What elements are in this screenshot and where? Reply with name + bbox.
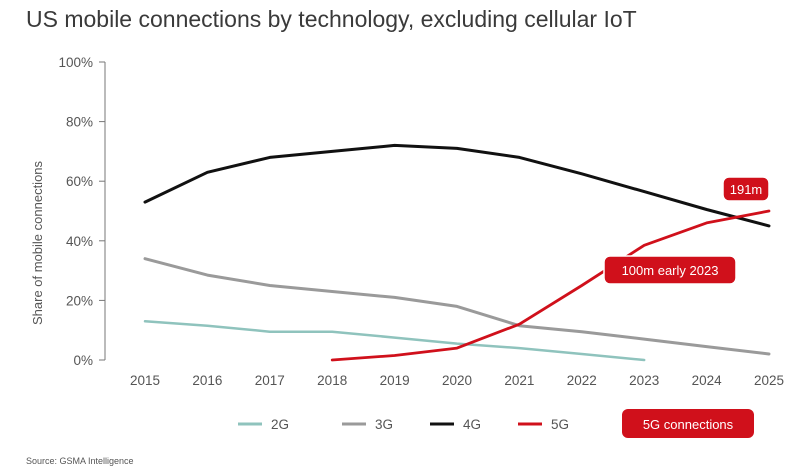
y-tick-label: 60% [66, 174, 93, 189]
chart-title: US mobile connections by technology, exc… [26, 6, 637, 32]
x-tick-label: 2017 [255, 373, 285, 388]
y-tick-label: 0% [73, 353, 93, 368]
source-note: Source: GSMA Intelligence [26, 456, 134, 466]
legend-item-4g: 4G [430, 417, 481, 432]
legend-item-3g: 3G [342, 417, 393, 432]
x-tick-label: 2021 [504, 373, 534, 388]
callout-annotation: 100m early 2023 [603, 255, 737, 285]
svg-text:5G: 5G [551, 417, 569, 432]
y-tick-label: 100% [58, 55, 93, 70]
y-tick-label: 40% [66, 234, 93, 249]
annotations: 191m 100m early 2023 [603, 176, 770, 285]
x-tick-label: 2023 [629, 373, 659, 388]
x-tick-label: 2015 [130, 373, 160, 388]
legend: 2G 3G 4G 5G 5G connections [238, 409, 754, 438]
series-line-5g [330, 209, 771, 362]
y-tick-label: 20% [66, 293, 93, 308]
x-tick-label: 2020 [442, 373, 472, 388]
x-tick-label: 2019 [380, 373, 410, 388]
legend-item-5g: 5G [518, 417, 569, 432]
series-line-4g [143, 143, 771, 228]
legend-item-2g: 2G [238, 417, 289, 432]
svg-text:5G connections: 5G connections [643, 417, 734, 432]
series-lines [143, 143, 771, 362]
svg-text:191m: 191m [730, 182, 763, 197]
x-tick-label: 2024 [692, 373, 723, 388]
series-line-3g [143, 257, 771, 356]
x-tick-label: 2022 [567, 373, 597, 388]
legend-callout: 5G connections [622, 409, 754, 438]
x-tick-label: 2018 [317, 373, 347, 388]
svg-text:100m early 2023: 100m early 2023 [622, 263, 719, 278]
x-tick-label: 2016 [192, 373, 222, 388]
x-axis: 2015 2016 2017 2018 2019 2020 2021 2022 2023 2024… [130, 373, 784, 388]
y-tick-label: 80% [66, 115, 93, 130]
y-axis-label: Share of mobile connections [30, 160, 45, 325]
callout-annotation: 191m [722, 176, 770, 202]
svg-text:3G: 3G [375, 417, 393, 432]
svg-text:2G: 2G [271, 417, 289, 432]
x-tick-label: 2025 [754, 373, 784, 388]
series-line-2g [143, 320, 646, 362]
svg-text:4G: 4G [463, 417, 481, 432]
y-axis: 0% 20% 40% 60% 80% 100% [58, 55, 106, 368]
